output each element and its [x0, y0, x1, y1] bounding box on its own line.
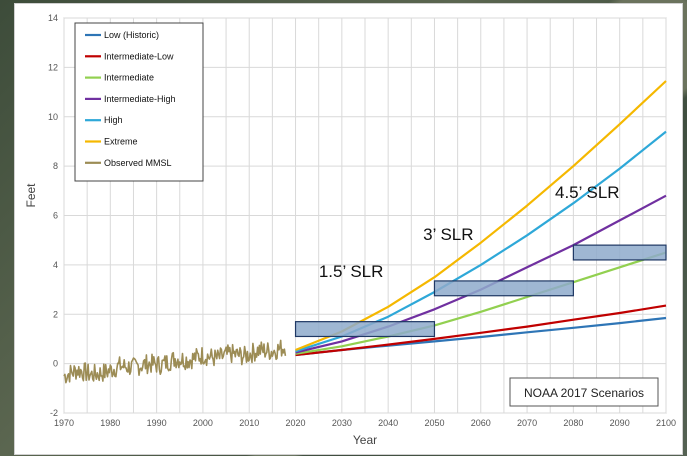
y-tick-label: 12 [48, 62, 58, 72]
x-tick-label: 2040 [378, 418, 398, 428]
scenario-note: NOAA 2017 Scenarios [509, 377, 659, 407]
slr-band [294, 321, 436, 338]
legend-box [74, 22, 204, 182]
legend-label: Intermediate-High [104, 94, 176, 104]
legend-label: Observed MMSL [104, 158, 172, 168]
slr-annotation: 1.5’ SLR [319, 262, 384, 281]
series-line-intermediate-low [295, 304, 667, 357]
legend-label: Intermediate [104, 73, 154, 83]
x-axis-title: Year [353, 433, 377, 447]
y-tick-label: -2 [50, 408, 58, 418]
y-tick-label: 10 [48, 112, 58, 122]
x-tick-label: 2030 [332, 418, 352, 428]
x-tick-label: 2090 [610, 418, 630, 428]
y-tick-label: 0 [53, 359, 58, 369]
y-tick-label: 4 [53, 260, 58, 270]
x-tick-label: 1990 [147, 418, 167, 428]
legend: Low (Historic) Intermediate-Low Intermedia… [74, 22, 204, 182]
legend-label: Extreme [104, 137, 138, 147]
y-tick-label: 14 [48, 13, 58, 23]
legend-label: Intermediate-Low [104, 51, 174, 61]
x-tick-label: 2080 [563, 418, 583, 428]
slr-annotation: 4.5’ SLR [555, 183, 620, 202]
x-tick-label: 2010 [239, 418, 259, 428]
note-box [509, 377, 659, 407]
series-line-observed-mmsl [63, 339, 287, 384]
x-tick-label: 2020 [286, 418, 306, 428]
y-tick-label: 8 [53, 161, 58, 171]
x-tick-label: 1980 [100, 418, 120, 428]
x-tick-label: 2100 [656, 418, 676, 428]
slr-annotation: 3’ SLR [423, 225, 473, 244]
note-text: NOAA 2017 Scenarios [524, 386, 644, 400]
chart-panel: 1970 1980 1990 2000 2010 2020 2030 2040 2050 2060… [14, 3, 683, 455]
y-tick-label: 6 [53, 211, 58, 221]
x-tick-label: 2060 [471, 418, 491, 428]
series-line-intermediate [295, 251, 667, 355]
x-tick-label: 2050 [424, 418, 444, 428]
y-tick-label: 2 [53, 309, 58, 319]
y-axis-title: Feet [24, 183, 38, 208]
legend-label: High [104, 115, 123, 125]
legend-label: Low (Historic) [104, 30, 159, 40]
slr-band [433, 280, 574, 297]
x-tick-label: 2070 [517, 418, 537, 428]
x-tick-label: 2000 [193, 418, 213, 428]
sea-level-chart: 1970 1980 1990 2000 2010 2020 2030 2040 2050 2060… [24, 13, 676, 447]
x-tick-label: 1970 [54, 418, 74, 428]
slr-band [572, 244, 667, 261]
